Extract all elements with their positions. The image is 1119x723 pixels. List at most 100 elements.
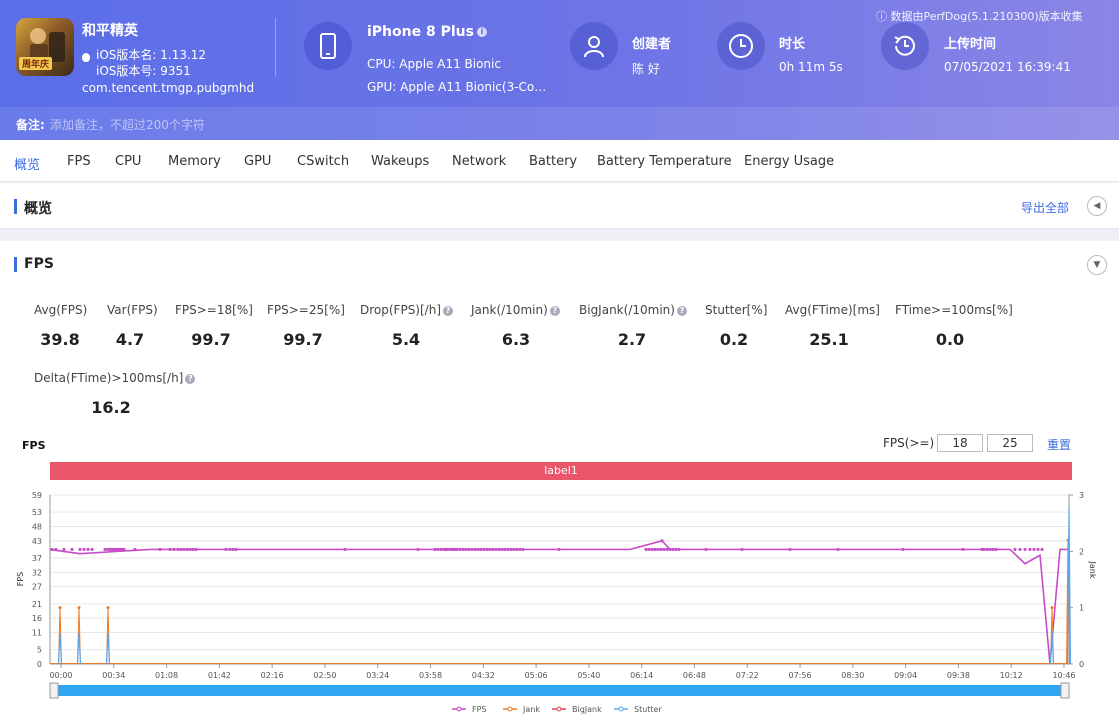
tab-7[interactable]: Network	[452, 154, 507, 169]
fps-point	[122, 547, 126, 552]
threshold-input-2[interactable]	[987, 434, 1033, 452]
threshold-input-1[interactable]	[937, 434, 983, 452]
metric-value-1: 4.7	[115, 330, 145, 349]
chart-title: FPS	[22, 439, 46, 452]
fps-point	[1018, 547, 1022, 552]
x-axis: 00:00 00:34 01:08 01:42 02:16 02:50 03:24 03:58…	[49, 663, 1076, 680]
fps-point	[436, 547, 440, 552]
fps-point	[78, 547, 82, 552]
help-icon[interactable]: ?	[549, 305, 560, 316]
fps-point	[557, 547, 561, 552]
fps-point	[231, 547, 235, 552]
x-tick-label: 00:34	[102, 671, 125, 680]
y-tick-label: 37	[32, 554, 42, 563]
fps-point	[168, 547, 172, 552]
fps-point	[650, 547, 654, 552]
y-axis-right: 0 1 2 3 Jank	[1068, 491, 1097, 669]
tab-0[interactable]: 概览	[14, 158, 41, 173]
fps-point	[494, 547, 498, 552]
metric-value-9: 0.0	[935, 330, 965, 349]
fps-point	[497, 547, 501, 552]
metric-value-2: 99.7	[191, 330, 231, 349]
x-tick-label: 06:14	[630, 671, 653, 680]
tab-5[interactable]: CSwitch	[297, 154, 350, 169]
fps-section-title: FPS	[24, 256, 54, 272]
tab-10[interactable]: Energy Usage	[744, 154, 835, 169]
tab-3[interactable]: Memory	[168, 154, 221, 169]
fps-point	[836, 547, 840, 552]
fps-point	[70, 547, 74, 552]
slider-handle-right[interactable]	[1060, 682, 1070, 699]
fps-chart: 0 5 11 16 21 27 32 37 43 48 53 59 FPS 0 1 2 3 Jank 00:00…	[16, 491, 1097, 714]
fps-point	[90, 547, 94, 552]
x-tick-label: 09:04	[894, 671, 917, 680]
fps-point	[1032, 547, 1036, 552]
legend-label-jank[interactable]: Jank	[522, 705, 540, 714]
metric-tabs: 概览 FPS CPU Memory GPU CSwitch Wakeups Network Ba…	[0, 140, 1119, 182]
apple-icon	[82, 53, 90, 62]
fps-point	[476, 547, 480, 552]
remark-label: 备注:	[16, 118, 45, 132]
fps-point	[54, 547, 58, 552]
fps-point	[439, 547, 443, 552]
reset-button[interactable]: 重置	[1047, 438, 1072, 452]
fps-point	[660, 539, 664, 543]
fps-point	[988, 547, 992, 552]
y2-tick-label: 3	[1079, 491, 1084, 500]
device-info-icon[interactable]: i	[476, 27, 487, 37]
x-tick-label: 07:56	[789, 671, 812, 680]
y-axis-label: FPS	[16, 572, 25, 587]
tab-2[interactable]: CPU	[115, 154, 142, 169]
export-all-button[interactable]: 导出全部	[1021, 201, 1070, 215]
fps-point	[461, 547, 465, 552]
collector-note: ⓘ 数据由PerfDog(5.1.210300)版本收集	[876, 10, 1083, 23]
fps-point	[188, 547, 192, 552]
y2-tick-label: 0	[1079, 660, 1084, 669]
remark-bar: 备注: 添加备注，不超过200个字符	[0, 107, 1119, 140]
fps-point	[662, 547, 666, 552]
tab-4[interactable]: GPU	[244, 154, 272, 169]
device-cpu: CPU: Apple A11 Bionic	[367, 57, 501, 71]
tab-9[interactable]: Battery Temperature	[597, 154, 732, 169]
metric-value-8: 25.1	[809, 330, 849, 349]
metric-label-4: Drop(FPS)[/h]?	[360, 303, 453, 317]
y-tick-label: 59	[32, 491, 42, 500]
collapse-left-icon[interactable]: ◀	[1087, 196, 1107, 216]
creator-value: 陈 好	[632, 62, 660, 76]
legend-label-fps[interactable]: FPS	[472, 705, 487, 714]
collapse-down-icon[interactable]: ▼	[1087, 255, 1107, 275]
x-tick-label: 09:38	[947, 671, 970, 680]
fps-point	[182, 547, 186, 552]
x-tick-label: 02:50	[313, 671, 336, 680]
fps-point	[467, 547, 471, 552]
jank-point	[106, 606, 110, 610]
time-range-slider	[49, 682, 1070, 699]
fps-point	[500, 547, 504, 552]
fps-point	[464, 547, 468, 552]
x-tick-label: 00:00	[49, 671, 72, 680]
x-tick-label: 05:06	[525, 671, 548, 680]
label-band[interactable]: label1	[50, 462, 1072, 480]
remark-input[interactable]: 添加备注，不超过200个字符	[50, 118, 205, 132]
help-icon[interactable]: ?	[676, 305, 687, 316]
y2-tick-label: 2	[1079, 547, 1084, 556]
fps-point	[179, 547, 183, 552]
metric-label-1: Var(FPS)	[107, 303, 158, 317]
tab-6[interactable]: Wakeups	[371, 154, 430, 169]
phone-icon	[304, 22, 352, 70]
fps-point	[416, 547, 420, 552]
fps-point	[503, 547, 507, 552]
legend-label-bigjank[interactable]: BigJank	[572, 705, 602, 714]
slider-handle-left[interactable]	[49, 682, 59, 699]
stutter-spike	[57, 632, 63, 665]
help-icon[interactable]: ?	[185, 373, 196, 384]
tab-1[interactable]: FPS	[67, 154, 91, 169]
help-icon[interactable]: ?	[443, 305, 453, 316]
legend-label-stutter[interactable]: Stutter	[634, 705, 662, 714]
x-tick-label: 10:46	[1052, 671, 1075, 680]
fps-point	[659, 547, 663, 552]
y-tick-label: 48	[32, 523, 42, 532]
metric-label-8: Avg(FTime)[ms]	[785, 303, 880, 317]
fps-series-line	[49, 539, 1069, 665]
tab-8[interactable]: Battery	[529, 154, 578, 169]
